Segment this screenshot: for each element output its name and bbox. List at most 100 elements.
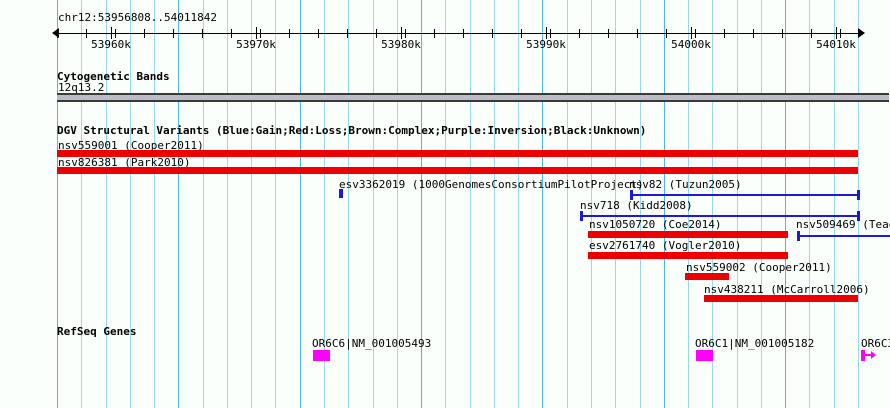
variant-marker[interactable]: [339, 189, 343, 198]
gridline: [227, 0, 228, 408]
gene-label: OR6C1|NM_001005182: [695, 337, 815, 350]
ruler-tick: [579, 29, 580, 38]
ruler-tick: [434, 29, 435, 38]
variant-span-line[interactable]: [630, 194, 860, 196]
variant-bar[interactable]: [588, 252, 788, 259]
ruler-tick-major: [691, 27, 692, 39]
variant-span-line[interactable]: [797, 235, 890, 237]
ruler-tick-major: [401, 27, 402, 39]
gridline: [858, 0, 859, 408]
ruler-tick-label: 53960k: [91, 38, 131, 51]
gene-exon-box[interactable]: [313, 350, 330, 361]
ruler-tick-major: [546, 27, 547, 39]
variant-label: nsv559001 (Cooper2011): [58, 139, 204, 152]
ruler-tick-major: [256, 27, 257, 39]
gridline: [275, 0, 276, 408]
ruler-tick: [753, 29, 754, 38]
cytoband-bar[interactable]: [57, 93, 889, 102]
ruler-tick: [231, 29, 232, 38]
ruler-tick: [550, 29, 551, 38]
variant-label: nsv718 (Kidd2008): [580, 199, 693, 212]
gridline: [834, 0, 835, 408]
gridline: [178, 0, 179, 408]
ruler-tick: [202, 29, 203, 38]
ruler-tick: [637, 29, 638, 38]
variant-start-cap: [630, 190, 633, 200]
cytoband-label: 12q13.2: [58, 81, 105, 94]
variant-label: nsv509469 (Teagu: [796, 218, 890, 231]
variant-label: nsv826381 (Park2010): [58, 156, 191, 169]
variant-bar[interactable]: [685, 273, 729, 280]
gridline: [81, 0, 82, 408]
gridline: [542, 0, 543, 408]
ruler-tick: [115, 29, 116, 38]
ruler-tick: [289, 29, 290, 38]
ruler-tick: [840, 29, 841, 38]
ruler-tick: [57, 29, 58, 38]
region-coordinate-label: chr12:53956808..54011842: [58, 11, 217, 24]
ruler-tick: [666, 29, 667, 38]
gridline: [106, 0, 107, 408]
ruler-tick: [608, 29, 609, 38]
ruler-tick: [347, 29, 348, 38]
ruler-tick: [86, 29, 87, 38]
gridline: [251, 0, 252, 408]
variant-label: nsv438211 (McCarroll2006): [704, 283, 870, 296]
variant-bar[interactable]: [57, 167, 858, 174]
gridline: [203, 0, 204, 408]
ruler-tick: [782, 29, 783, 38]
gridline: [57, 0, 58, 408]
gene-strand-arrow-icon[interactable]: [861, 350, 876, 361]
ruler-tick: [405, 29, 406, 38]
variant-bar[interactable]: [704, 295, 858, 302]
variant-start-cap: [580, 211, 583, 221]
gridline: [445, 0, 446, 408]
variant-start-cap: [797, 231, 800, 241]
ruler-tick-label: 53970k: [236, 38, 276, 51]
variant-end-cap: [857, 211, 860, 221]
ruler-tick-label: 54000k: [671, 38, 711, 51]
ruler-tick: [695, 29, 696, 38]
refseq-genes-title: RefSeq Genes: [57, 325, 137, 338]
gridline: [470, 0, 471, 408]
variant-label: nsv1050720 (Coe2014): [589, 218, 722, 231]
variant-label: nsv82 (Tuzun2005): [629, 178, 742, 191]
variant-label: esv3362019 (1000GenomesConsortiumPilotPr…: [339, 178, 644, 191]
ruler-tick: [318, 29, 319, 38]
gene-intron-line: [865, 354, 872, 356]
gridline: [494, 0, 495, 408]
gene-exon-box: [861, 350, 865, 361]
ruler-right-arrow-icon: [858, 28, 865, 38]
gene-exon-box[interactable]: [696, 350, 713, 361]
ruler-tick: [144, 29, 145, 38]
ruler-tick-label: 53990k: [526, 38, 566, 51]
ruler-tick-label: 54010k: [816, 38, 856, 51]
gridline: [567, 0, 568, 408]
dgv-track-title: DGV Structural Variants (Blue:Gain;Red:L…: [57, 124, 647, 137]
ruler-tick: [463, 29, 464, 38]
ruler-tick: [811, 29, 812, 38]
arrow-head-icon: [871, 351, 876, 359]
ruler-tick: [173, 29, 174, 38]
variant-bar[interactable]: [588, 231, 788, 238]
cytogenetic-bands-title: Cytogenetic Bands: [57, 70, 170, 83]
variant-span-line[interactable]: [580, 215, 860, 217]
ruler-tick-major: [836, 27, 837, 39]
ruler-tick-major: [111, 27, 112, 39]
variant-bar[interactable]: [57, 150, 858, 157]
ruler-tick: [260, 29, 261, 38]
ruler-tick: [492, 29, 493, 38]
ruler-tick: [521, 29, 522, 38]
gridline: [518, 0, 519, 408]
variant-label: nsv559002 (Cooper2011): [686, 261, 832, 274]
ruler-tick-label: 53980k: [381, 38, 421, 51]
gridline: [300, 0, 301, 408]
gene-label: OR6C6|NM_001005493: [312, 337, 432, 350]
ruler-tick: [376, 29, 377, 38]
gridline: [154, 0, 155, 408]
ruler-axis-line: [57, 33, 858, 34]
ruler-left-arrow-icon: [52, 28, 59, 38]
variant-end-cap: [857, 190, 860, 200]
ruler-tick: [724, 29, 725, 38]
